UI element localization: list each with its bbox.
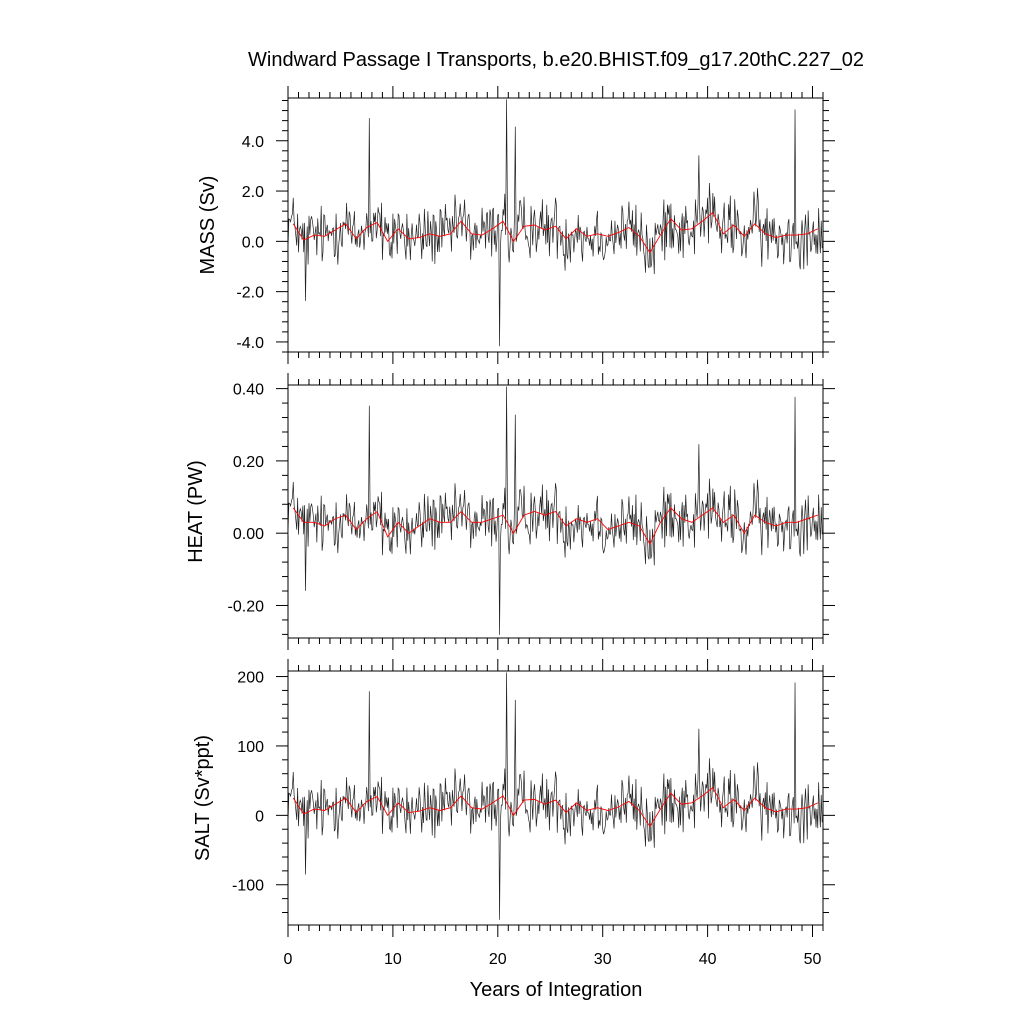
x-tick-label: 10 [384, 951, 402, 968]
y-tick-label: -4.0 [236, 335, 264, 352]
panel-frame [287, 670, 824, 926]
y-tick-label: 200 [237, 670, 264, 687]
y-tick-label: 4.0 [242, 134, 264, 151]
y-tick-label: 0.40 [233, 382, 264, 399]
y-tick-label: -2.0 [236, 285, 264, 302]
y-tick-label: -100 [232, 878, 264, 895]
chart-title: Windward Passage I Transports, b.e20.BHI… [248, 49, 864, 71]
monthly-series-line [288, 672, 823, 920]
y-tick-label: 0.20 [233, 454, 264, 471]
y-tick-label: 100 [237, 739, 264, 756]
y-axis-label: MASS (Sv) [197, 176, 219, 275]
x-tick-label: 0 [284, 951, 293, 968]
y-axis-label: HEAT (PW) [185, 460, 207, 563]
annual-mean-line [292, 211, 818, 254]
panel-frame [287, 97, 824, 353]
panel-3: -100 0 100 200 SALT (Sv*ppt) 0 10 20 30 40 50 [192, 659, 835, 968]
panel-2: -0.20 0.00 0.20 0.40 HEAT (PW) [185, 373, 835, 650]
y-axis-label: SALT (Sv*ppt) [192, 735, 214, 861]
annual-mean-line [292, 786, 818, 828]
x-axis-label: Years of Integration [470, 979, 643, 1001]
x-tick-label: 20 [489, 951, 507, 968]
y-tick-label: -0.20 [228, 598, 265, 615]
x-tick-label: 40 [699, 951, 717, 968]
annual-mean-line [292, 507, 818, 545]
y-tick-label: 0 [255, 808, 264, 825]
panel-frame [287, 384, 824, 639]
monthly-series-line [288, 386, 823, 635]
y-tick-label: 2.0 [242, 184, 264, 201]
y-tick-label: 0.00 [233, 526, 264, 543]
y-tick-label: 0.0 [242, 234, 264, 251]
monthly-series-line [288, 99, 823, 347]
x-tick-label: 30 [594, 951, 612, 968]
x-tick-label: 50 [804, 951, 822, 968]
panel-1: -4.0 -2.0 0.0 2.0 4.0 MASS (Sv) [197, 86, 835, 364]
